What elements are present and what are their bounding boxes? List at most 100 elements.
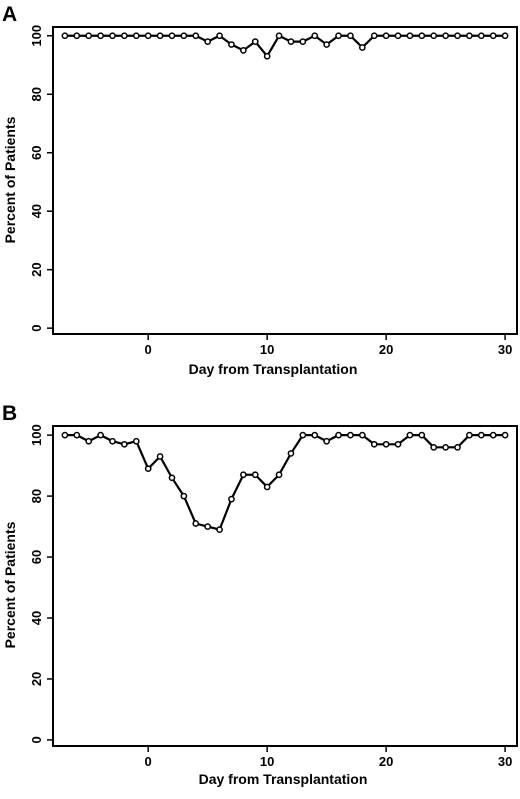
panel-a-data-point (335, 32, 342, 40)
panel-b-y-tick-label: 60 (29, 550, 44, 564)
panel-a-data-point (132, 32, 140, 40)
panel-a-data-point (501, 32, 509, 40)
panel-b-data-point (394, 440, 402, 448)
panel-a-data-point (430, 32, 438, 40)
panel-a-data-point (299, 38, 307, 45)
panel-b-x-tick-label: 20 (379, 754, 393, 769)
panel-a-data-point (323, 41, 330, 48)
panel-b-data-point (287, 450, 295, 457)
panel-a-y-tick-label: 0 (29, 325, 44, 332)
panel-b-x-tick-label: 0 (145, 754, 152, 769)
panel-a-data-point (275, 32, 283, 40)
panel-b-y-tick-label: 40 (29, 611, 44, 625)
panel-b-x-axis-title: Day from Transplantation (199, 771, 368, 787)
panel-b-data-point (132, 437, 140, 445)
panel-b-data-point (430, 443, 438, 451)
panel-b-data-point (240, 471, 247, 479)
panel-b-letter: B (2, 402, 17, 425)
panel-a-data-point (263, 52, 271, 60)
panel-b-data-point (442, 443, 449, 451)
panel-b-data-point (275, 471, 283, 479)
panel-b-data-point (85, 437, 93, 445)
panel-a-x-tick-label: 10 (260, 342, 274, 357)
panel-a-series-line (64, 34, 506, 58)
panel-a-data-point (97, 32, 104, 40)
panel-b-data-point (109, 437, 116, 445)
panel-a-data-point (251, 38, 259, 45)
panel-b-data-point (180, 492, 188, 500)
panel-a-data-point (477, 32, 485, 40)
panel-a-data-point (240, 47, 247, 54)
panel-b-data-point (477, 431, 485, 439)
panel-a-y-axis-title: Percent of Patients (2, 116, 18, 243)
panel-a-letter: A (2, 3, 17, 26)
panel-b-data-point (311, 431, 319, 439)
panel-a-data-point (204, 38, 212, 45)
panel-a-data-point (180, 32, 188, 40)
panel-b-data-point (192, 520, 200, 527)
panel-b-plot-frame (52, 425, 518, 747)
panel-a-data-point (358, 44, 366, 51)
panel-b-x-tick-label: 30 (498, 754, 512, 769)
panel-b-y-tick-label: 80 (29, 489, 44, 503)
panel-a-data-point (370, 32, 378, 40)
panel-b-data-point (466, 431, 473, 439)
panel-b-data-point (61, 431, 69, 439)
panel-a-x-tick-label: 0 (145, 342, 152, 357)
panel-a-data-point (168, 32, 176, 40)
panel-a-data-point (109, 32, 116, 40)
panel-a-axes: 0 10 20 30 0 20 40 60 80 100 (29, 25, 512, 357)
panel-a-y-tick-label: 100 (29, 25, 44, 47)
panel-b-data-point (406, 431, 414, 439)
panel-a-data-point (347, 32, 354, 40)
panel-b-data-point (168, 474, 176, 482)
panel-b-data-point (228, 495, 235, 503)
panel-a-data-point (394, 32, 402, 40)
panel-a-data-point (406, 32, 414, 40)
panel-a-data-point (311, 32, 319, 40)
panel-a-data-point (489, 32, 497, 40)
panel-a-data-point (216, 32, 223, 40)
panel-a-data-point (192, 32, 200, 40)
panel-b-data-point (251, 471, 259, 479)
panel-b-data-point (156, 453, 164, 460)
panel-b-axes: 0 10 20 30 0 20 40 60 80 100 (29, 424, 512, 769)
panel-a-data-point (466, 32, 473, 40)
panel-b-data-point (263, 483, 271, 491)
panel-a-data-point (85, 32, 93, 40)
panel-b-data-point (418, 431, 426, 439)
panel-b-data-point (358, 431, 366, 439)
panel-b-data-point (501, 431, 509, 439)
panel-a-data-point (73, 32, 81, 40)
panel-b-data-point (216, 526, 223, 533)
panel-b-data-point (382, 440, 390, 448)
panel-a-x-axis-title: Day from Transplantation (189, 361, 358, 377)
panel-a-y-tick-label: 60 (29, 145, 44, 159)
panel-a-y-tick-label: 40 (29, 204, 44, 218)
panel-a-data-point (454, 32, 461, 40)
panel-b-data-point (347, 431, 354, 439)
panel-a-data-point (144, 32, 152, 40)
panel-b-y-tick-label: 100 (29, 424, 44, 446)
panel-a-data-point (418, 32, 426, 40)
panel-b-data-point (323, 437, 330, 445)
panel-b: B 0 10 20 30 0 20 40 60 80 100 Day from Transplan… (2, 402, 518, 787)
panel-b-x-tick-label: 10 (260, 754, 274, 769)
panel-a-data-point (382, 32, 390, 40)
panel-b-data-point (121, 440, 128, 448)
panel-b-series-line (64, 434, 506, 531)
panel-b-data-point (204, 523, 212, 530)
panel-a-y-tick-label: 20 (29, 262, 44, 276)
panel-b-y-tick-label: 0 (29, 736, 44, 743)
panel-b-y-tick-label: 20 (29, 672, 44, 686)
panel-a: A 0 10 20 30 0 20 40 60 80 100 Day from Transplan… (2, 3, 518, 377)
panel-b-data-point (489, 431, 497, 439)
panel-b-data (61, 431, 509, 533)
panel-b-data-point (335, 431, 342, 439)
panel-b-y-axis-title: Percent of Patients (2, 521, 18, 648)
panel-a-data-point (121, 32, 128, 40)
panel-b-data-point (299, 431, 307, 439)
panel-a-plot-frame (52, 26, 518, 335)
